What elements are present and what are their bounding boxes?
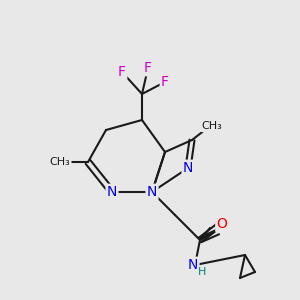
Text: F: F bbox=[118, 65, 126, 79]
Text: CH₃: CH₃ bbox=[50, 157, 70, 167]
Text: N: N bbox=[107, 185, 117, 199]
Text: N: N bbox=[147, 185, 157, 199]
Text: F: F bbox=[144, 61, 152, 75]
Text: O: O bbox=[217, 217, 227, 231]
Text: F: F bbox=[161, 75, 169, 89]
Text: N: N bbox=[183, 161, 193, 175]
Text: H: H bbox=[198, 267, 206, 277]
Text: CH₃: CH₃ bbox=[202, 121, 222, 131]
Text: N: N bbox=[188, 258, 198, 272]
